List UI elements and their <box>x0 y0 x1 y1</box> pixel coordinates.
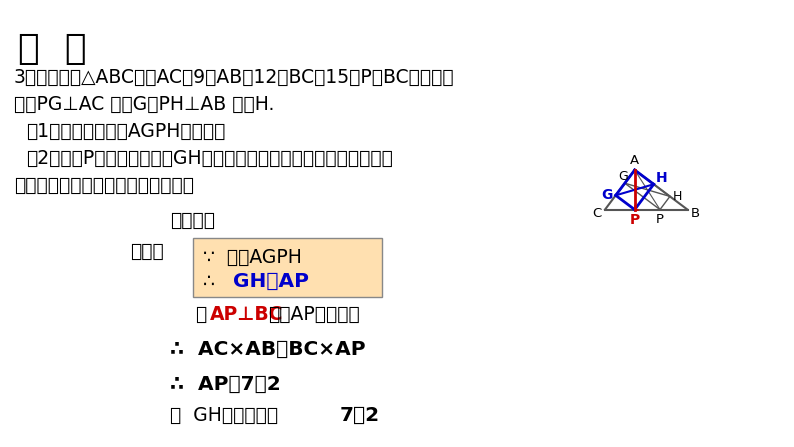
Text: 即  GH的最小值为: 即 GH的最小值为 <box>170 406 278 425</box>
Text: 3．如图，在△ABC中，AC＝9，AB＝12，BC＝15，P为BC边上一动: 3．如图，在△ABC中，AC＝9，AB＝12，BC＝15，P为BC边上一动 <box>14 68 455 87</box>
Text: G: G <box>601 188 612 202</box>
Text: H: H <box>656 171 668 185</box>
Text: A: A <box>630 155 639 168</box>
Text: ∴: ∴ <box>203 272 227 291</box>
Text: P: P <box>656 213 664 226</box>
Text: （1）求证：四边形AGPH是矩形；: （1）求证：四边形AGPH是矩形； <box>26 122 225 141</box>
Text: B: B <box>691 207 700 220</box>
Text: G: G <box>618 170 628 183</box>
Text: 证明：: 证明： <box>130 242 164 261</box>
Text: 时，AP的值最小: 时，AP的值最小 <box>268 305 360 324</box>
Text: 出最小值，若不存在，请说明理由．: 出最小值，若不存在，请说明理由． <box>14 176 194 195</box>
Text: P: P <box>630 213 640 227</box>
Text: 7．2: 7．2 <box>340 406 380 425</box>
Text: C: C <box>592 207 602 220</box>
Text: 答：存在: 答：存在 <box>170 211 215 230</box>
FancyBboxPatch shape <box>193 238 382 297</box>
Text: AP⊥BC: AP⊥BC <box>210 305 283 324</box>
Text: ∴  AP＝7．2: ∴ AP＝7．2 <box>170 375 281 394</box>
Text: （2）在点P的运动过程中，GH的长度是否存在最小值？若存在，请求: （2）在点P的运动过程中，GH的长度是否存在最小值？若存在，请求 <box>26 149 393 168</box>
Text: H: H <box>673 190 683 203</box>
Text: ∵  矩形AGPH: ∵ 矩形AGPH <box>203 248 302 267</box>
Text: ∴  AC×AB＝BC×AP: ∴ AC×AB＝BC×AP <box>170 340 365 359</box>
Text: 作  业: 作 业 <box>18 32 87 66</box>
Text: 点，PG⊥AC 于点G，PH⊥AB 于点H.: 点，PG⊥AC 于点G，PH⊥AB 于点H. <box>14 95 275 114</box>
Text: GH＝AP: GH＝AP <box>233 272 309 291</box>
Text: 当: 当 <box>195 305 206 324</box>
